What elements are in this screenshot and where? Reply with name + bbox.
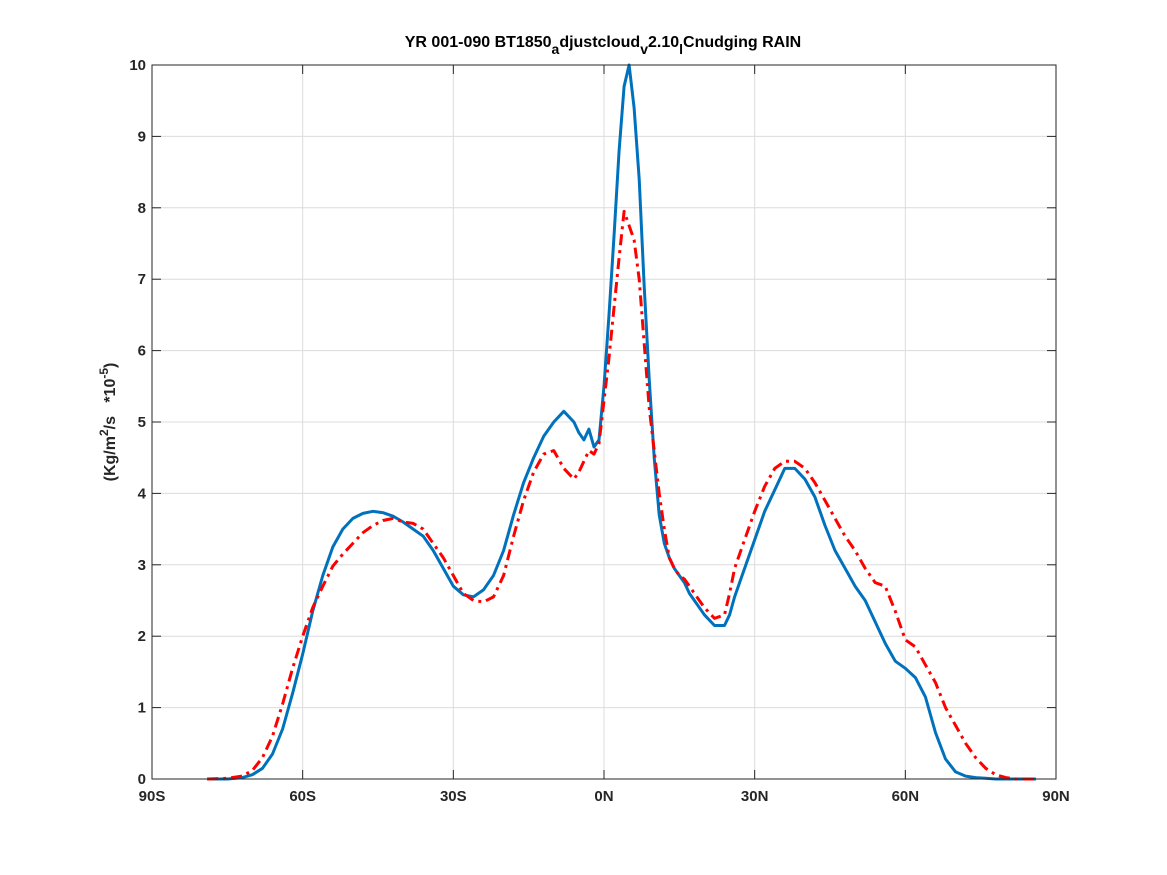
series-line-2 bbox=[207, 209, 1036, 781]
title-suffix: Cnudging RAIN bbox=[683, 34, 801, 51]
ylabel-mid: /s *10 bbox=[102, 379, 119, 430]
title-sub-2: v bbox=[640, 41, 648, 57]
y-tick-label: 6 bbox=[138, 343, 146, 360]
y-tick-label: 1 bbox=[138, 700, 146, 717]
title-mid-1: djustcloud bbox=[559, 34, 640, 51]
x-tick-label: 60N bbox=[892, 788, 920, 805]
x-tick-label: 30S bbox=[440, 788, 467, 805]
y-tick-label: 10 bbox=[129, 57, 146, 74]
y-axis-label: (Kg/m2/s *10-5) bbox=[97, 363, 119, 482]
series-line-1 bbox=[207, 63, 1036, 781]
y-tick-label: 0 bbox=[138, 771, 146, 788]
x-tick-label: 90N bbox=[1042, 788, 1070, 805]
chart-title: YR 001-090 BT1850adjustcloudv2.10lCnudgi… bbox=[405, 34, 801, 57]
y-tick-label: 5 bbox=[138, 414, 146, 431]
series-lines bbox=[207, 63, 1036, 781]
y-tick-labels: 0 1 2 3 4 5 6 7 8 9 10 bbox=[129, 57, 146, 788]
x-tick-labels: 90S 60S 30S 0N 30N 60N 90N bbox=[139, 788, 1070, 805]
y-tick-label: 4 bbox=[138, 485, 147, 502]
ylabel-prefix: (Kg/m bbox=[102, 436, 119, 481]
y-tick-label: 3 bbox=[138, 557, 146, 574]
x-tick-label: 0N bbox=[594, 788, 613, 805]
x-tick-label: 90S bbox=[139, 788, 166, 805]
grid-lines bbox=[152, 65, 1056, 779]
title-prefix: YR 001-090 BT1850 bbox=[405, 34, 552, 51]
y-tick-label: 7 bbox=[138, 271, 146, 288]
y-tick-label: 9 bbox=[138, 128, 146, 145]
ylabel-sup-2: -5 bbox=[97, 368, 111, 379]
y-tick-label: 2 bbox=[138, 628, 146, 645]
title-sub-1: a bbox=[552, 41, 560, 57]
ylabel-suffix: ) bbox=[102, 363, 119, 368]
title-mid-2: 2.10 bbox=[648, 34, 679, 51]
x-tick-label: 60S bbox=[289, 788, 316, 805]
ylabel-sup-1: 2 bbox=[97, 429, 111, 436]
y-tick-label: 8 bbox=[138, 200, 146, 217]
title-sub-3: l bbox=[679, 41, 683, 57]
axis-ticks bbox=[151, 64, 1057, 780]
x-tick-label: 30N bbox=[741, 788, 769, 805]
